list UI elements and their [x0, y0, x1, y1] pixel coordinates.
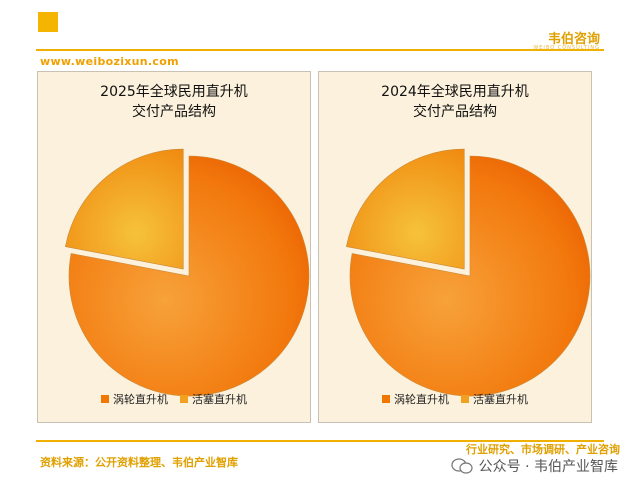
legend-label-turbo: 涡轮直升机: [394, 393, 449, 406]
legend-label-turbo: 涡轮直升机: [113, 393, 168, 406]
pie-chart-2025: [65, 148, 310, 397]
chart-title-line1: 2024年全球民用直升机: [381, 84, 529, 100]
chart-panel-2024: 2024年全球民用直升机 交付产品结构 涡轮直升机 活塞直升机: [318, 71, 592, 423]
chart-title-line2: 交付产品结构: [413, 104, 497, 120]
chart-panel-2025: 2025年全球民用直升机 交付产品结构 涡轮直升机 活塞直升机: [37, 71, 311, 423]
legend-swatch-piston: [180, 395, 188, 403]
legend-item-turbo: 涡轮直升机: [101, 391, 168, 407]
brand-logo-square: [38, 12, 58, 32]
footer-divider: [36, 440, 604, 442]
pie-chart-2024: [346, 148, 591, 397]
legend-item-turbo: 涡轮直升机: [382, 391, 449, 407]
chart-title-line2: 交付产品结构: [132, 104, 216, 120]
brand-subtitle: WEIBO CONSULTING: [533, 45, 600, 51]
legend-item-piston: 活塞直升机: [180, 391, 247, 407]
legend-swatch-turbo: [382, 395, 390, 403]
wechat-account: 公众号 · 韦伯产业智库: [478, 459, 618, 475]
legend-swatch-turbo: [101, 395, 109, 403]
pie-slice-piston: [65, 148, 184, 270]
footer-tagline: 行业研究、市场调研、产业咨询: [466, 443, 620, 456]
site-url: www.weibozixun.com: [40, 55, 179, 68]
legend-label-piston: 活塞直升机: [192, 393, 247, 406]
pie-slice-turbo: [68, 155, 310, 397]
pie-slice-piston: [346, 148, 465, 270]
legend-label-piston: 活塞直升机: [473, 393, 528, 406]
chart-title-line1: 2025年全球民用直升机: [100, 84, 248, 100]
legend-swatch-piston: [461, 395, 469, 403]
chart-legend: 涡轮直升机 活塞直升机: [38, 391, 310, 407]
legend-item-piston: 活塞直升机: [461, 391, 528, 407]
chart-legend: 涡轮直升机 活塞直升机: [319, 391, 591, 407]
pie-slice-turbo: [349, 155, 591, 397]
source-note: 资料来源：公开资料整理、韦伯产业智库: [40, 456, 238, 469]
brand-name: 韦伯咨询: [547, 32, 600, 47]
wechat-icon: [451, 458, 473, 474]
wechat-watermark: 公众号 · 韦伯产业智库: [446, 456, 622, 476]
chart-title: 2024年全球民用直升机 交付产品结构: [319, 82, 591, 122]
header-divider: [36, 49, 604, 51]
chart-title: 2025年全球民用直升机 交付产品结构: [38, 82, 310, 122]
